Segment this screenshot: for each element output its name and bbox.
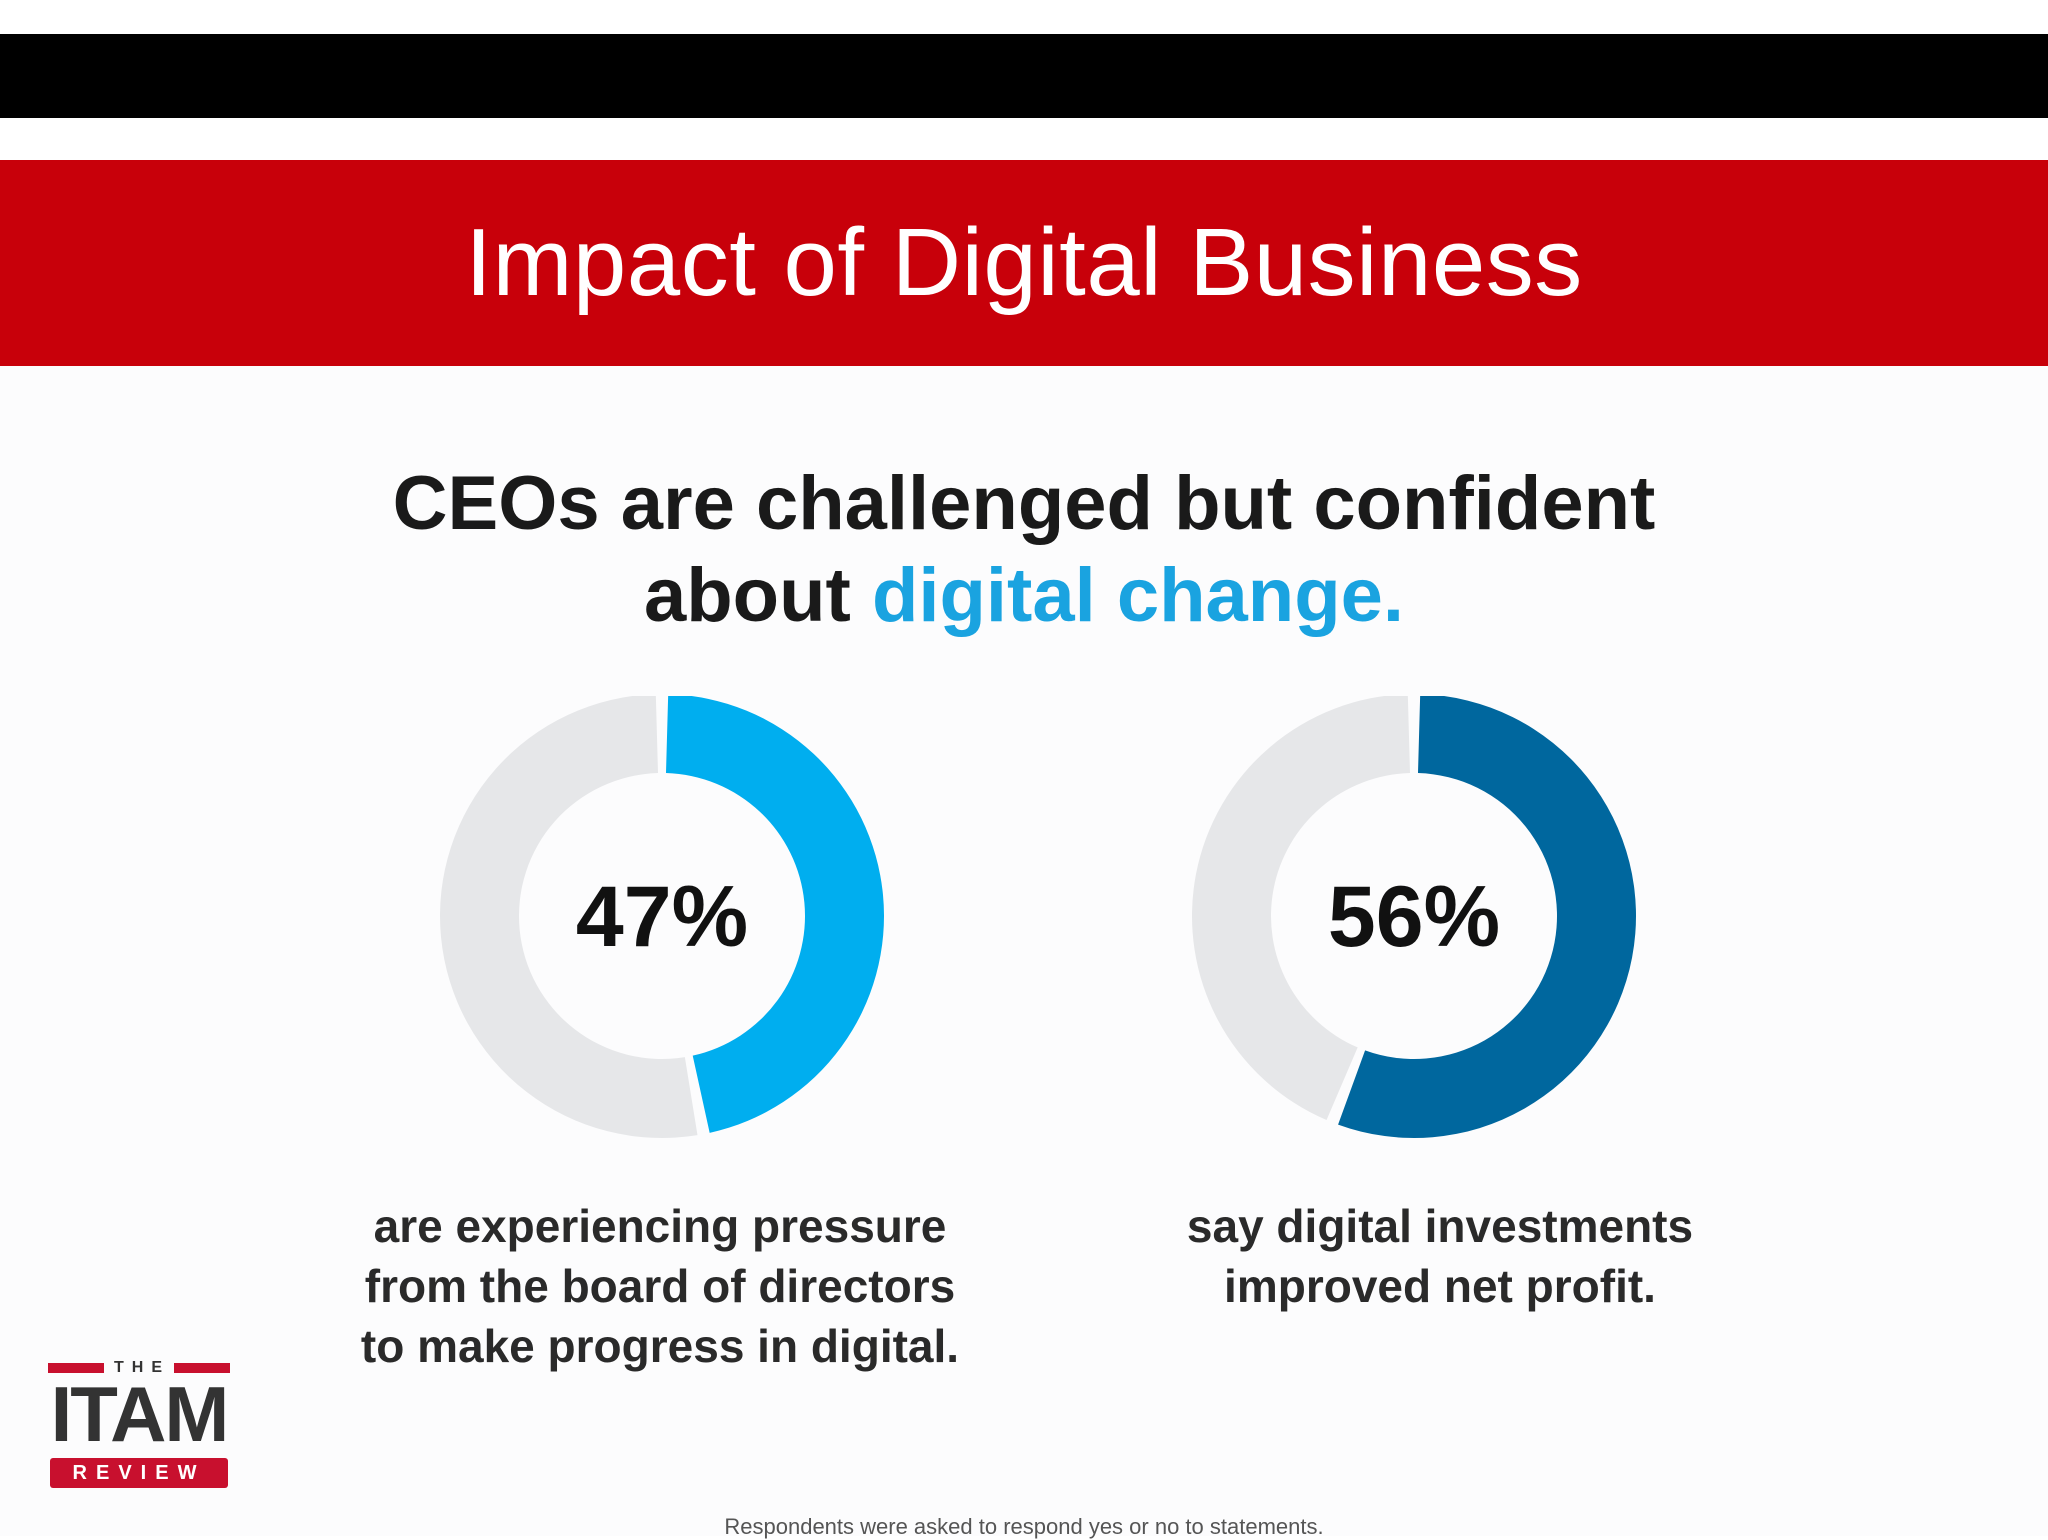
top-black-bar xyxy=(0,34,2048,118)
donut-2-value-slice xyxy=(1338,696,1636,1138)
logo-the: THE xyxy=(114,1359,170,1376)
logo-main-text: ITAM xyxy=(50,1370,230,1458)
headline-line-2: about digital change. xyxy=(0,550,2048,642)
slide-content: CEOs are challenged but confident about … xyxy=(0,366,2048,1539)
donut-2-remainder-slice xyxy=(1191,696,1411,1121)
donut-1-value-slice xyxy=(665,696,884,1133)
slide-title: Impact of Digital Business xyxy=(465,209,1583,316)
donut-1-center-label: 47% xyxy=(576,869,748,965)
donut-charts-svg: 47% 56% xyxy=(440,696,1636,1138)
donut-charts: 47% 56% xyxy=(0,696,2048,1176)
logo-line-right xyxy=(174,1363,230,1373)
logo-top: THE xyxy=(48,1359,230,1376)
donut-1-remainder-slice xyxy=(440,696,698,1138)
title-banner: Impact of Digital Business xyxy=(0,160,2048,366)
headline-lead: about xyxy=(643,553,872,638)
headline: CEOs are challenged but confident about … xyxy=(0,458,2048,642)
donut-1-caption: are experiencing pressure from the board… xyxy=(360,1200,960,1372)
logo-line-left xyxy=(48,1363,104,1373)
donut-2-caption: say digital investments improved net pro… xyxy=(1186,1200,1694,1312)
donut-2-center-label: 56% xyxy=(1328,869,1500,965)
headline-accent: digital change. xyxy=(871,553,1405,638)
footnote: Respondents were asked to respond yes or… xyxy=(724,1514,1324,1539)
headline-line-1: CEOs are challenged but confident xyxy=(392,461,1656,546)
logo-review-text: REVIEW xyxy=(50,1458,228,1488)
itam-review-logo: THE ITAM REVIEW xyxy=(48,1359,230,1490)
